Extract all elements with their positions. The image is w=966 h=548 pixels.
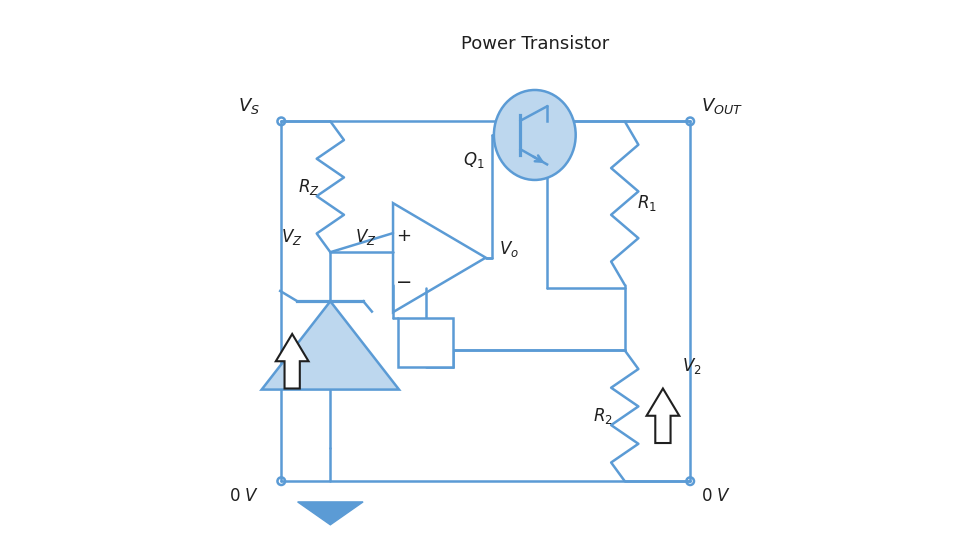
Polygon shape [262,301,399,390]
Text: $0\ V$: $0\ V$ [701,487,731,505]
Text: $R_Z$: $R_Z$ [298,177,320,197]
Text: $V_2$: $V_2$ [682,356,701,376]
Polygon shape [276,334,308,389]
Text: $R_2$: $R_2$ [593,406,612,426]
Text: $R_1$: $R_1$ [637,193,657,213]
FancyBboxPatch shape [399,318,453,367]
Text: −: − [396,273,412,292]
Text: $V_Z$: $V_Z$ [281,227,303,247]
Text: +: + [396,227,412,245]
Text: $V_o$: $V_o$ [499,239,520,259]
Text: $V_S$: $V_S$ [238,96,260,116]
Polygon shape [298,502,363,525]
Polygon shape [646,389,679,443]
Text: $0\ V$: $0\ V$ [229,487,260,505]
Text: $V_Z$: $V_Z$ [355,227,377,247]
Text: $Q_1$: $Q_1$ [463,150,484,169]
Ellipse shape [494,90,576,180]
Text: Power Transistor: Power Transistor [461,35,609,53]
Text: $V_{OUT}$: $V_{OUT}$ [701,96,743,116]
Text: $V_2$: $V_2$ [416,332,436,352]
